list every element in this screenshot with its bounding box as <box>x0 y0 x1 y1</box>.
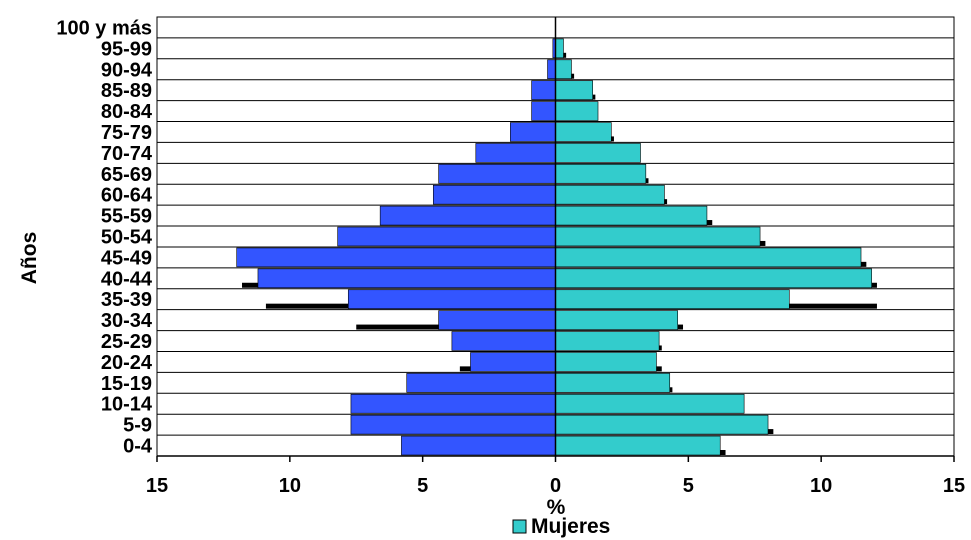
category-label: 25-29 <box>101 331 152 353</box>
category-label: 5-9 <box>123 415 152 437</box>
bar-right-75-79 <box>555 122 612 142</box>
y-axis-title: Años <box>18 232 41 285</box>
bar-right-95-99 <box>555 38 564 59</box>
bar-right-50-54 <box>555 226 761 247</box>
bar-right-20-24 <box>555 352 657 372</box>
bar-left-75-79 <box>510 122 556 142</box>
bar-right-60-64 <box>555 184 665 205</box>
category-label: 100 y más <box>56 17 152 39</box>
bar-left-60-64 <box>432 184 556 205</box>
category-label: 20-24 <box>101 352 153 374</box>
bar-left-15-19 <box>406 373 556 393</box>
bar-right-70-74 <box>555 143 641 163</box>
category-label: 50-54 <box>101 227 153 249</box>
y-category-labels: 0-45-910-1415-1920-2425-2930-3435-3940-4… <box>56 17 153 457</box>
category-label: 85-89 <box>101 80 152 102</box>
bar-left-65-69 <box>438 164 556 184</box>
category-label: 55-59 <box>101 206 152 228</box>
bar-right-5-9 <box>555 414 769 435</box>
bar-left-20-24 <box>470 352 556 372</box>
x-tick-label: 15 <box>146 475 168 497</box>
x-tick-label: 5 <box>683 475 694 497</box>
category-label: 75-79 <box>101 122 152 144</box>
bar-left-30-34 <box>438 310 556 330</box>
category-label: 60-64 <box>101 185 153 207</box>
x-tick-label: 15 <box>943 475 965 497</box>
category-label: 80-84 <box>101 101 153 123</box>
bar-right-85-89 <box>555 80 593 100</box>
category-label: 0-4 <box>123 436 153 458</box>
bars <box>236 38 872 456</box>
category-label: 90-94 <box>101 59 153 81</box>
legend-swatch-mujeres <box>512 519 527 534</box>
bar-right-45-49 <box>555 247 862 268</box>
x-tick-label: 0 <box>550 475 561 497</box>
bar-left-10-14 <box>350 393 556 414</box>
x-axis-title: % <box>547 496 566 519</box>
bar-right-80-84 <box>555 101 599 121</box>
bar-right-15-19 <box>555 373 671 393</box>
x-tick-label: 10 <box>279 475 301 497</box>
bar-left-45-49 <box>236 247 556 268</box>
category-label: 95-99 <box>101 38 152 60</box>
x-tick-label: 5 <box>417 475 428 497</box>
category-label: 15-19 <box>101 373 152 395</box>
x-ticks: 15 10 5 0 5 10 15 <box>146 456 965 497</box>
legend: Mujeres <box>512 515 610 538</box>
category-label: 45-49 <box>101 247 152 269</box>
bar-right-40-44 <box>555 268 872 289</box>
category-label: 30-34 <box>101 310 153 332</box>
bar-left-90-94 <box>547 59 556 80</box>
bar-left-50-54 <box>337 226 556 247</box>
bar-right-30-34 <box>555 310 679 330</box>
bar-left-35-39 <box>347 289 556 309</box>
bar-right-55-59 <box>555 205 708 226</box>
category-label: 10-14 <box>101 394 153 416</box>
bar-right-0-4 <box>555 435 721 456</box>
bar-left-80-84 <box>531 101 556 121</box>
bar-right-35-39 <box>555 289 790 309</box>
bar-right-25-29 <box>555 331 660 351</box>
bar-left-70-74 <box>475 143 556 163</box>
bar-left-40-44 <box>257 268 556 289</box>
bar-left-55-59 <box>379 205 556 226</box>
x-tick-label: 10 <box>810 475 832 497</box>
bar-left-25-29 <box>451 331 556 351</box>
bar-right-65-69 <box>555 164 647 184</box>
bar-left-85-89 <box>531 80 556 100</box>
bar-left-0-4 <box>401 435 556 456</box>
category-label: 40-44 <box>101 268 153 290</box>
bar-right-10-14 <box>555 393 745 414</box>
category-label: 70-74 <box>101 143 153 165</box>
category-label: 35-39 <box>101 289 152 311</box>
category-label: 65-69 <box>101 164 152 186</box>
legend-label-mujeres: Mujeres <box>531 515 610 538</box>
bar-right-90-94 <box>555 59 572 80</box>
bar-left-5-9 <box>350 414 556 435</box>
